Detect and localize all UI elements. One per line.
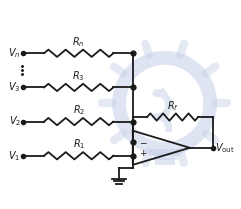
Text: $V_2$: $V_2$ [8, 115, 21, 129]
Text: $V_{\mathrm{out}}$: $V_{\mathrm{out}}$ [215, 141, 235, 155]
Text: $+$: $+$ [139, 148, 148, 158]
Text: $V_3$: $V_3$ [8, 80, 21, 94]
Text: $R_1$: $R_1$ [73, 137, 85, 151]
Text: $-$: $-$ [139, 138, 148, 147]
Text: $R_3$: $R_3$ [73, 69, 85, 83]
Text: $R_n$: $R_n$ [72, 35, 85, 49]
Text: $V_n$: $V_n$ [8, 46, 21, 60]
Text: $R_f$: $R_f$ [167, 99, 179, 113]
Text: $V_1$: $V_1$ [8, 149, 21, 163]
Text: $R_2$: $R_2$ [73, 103, 85, 117]
